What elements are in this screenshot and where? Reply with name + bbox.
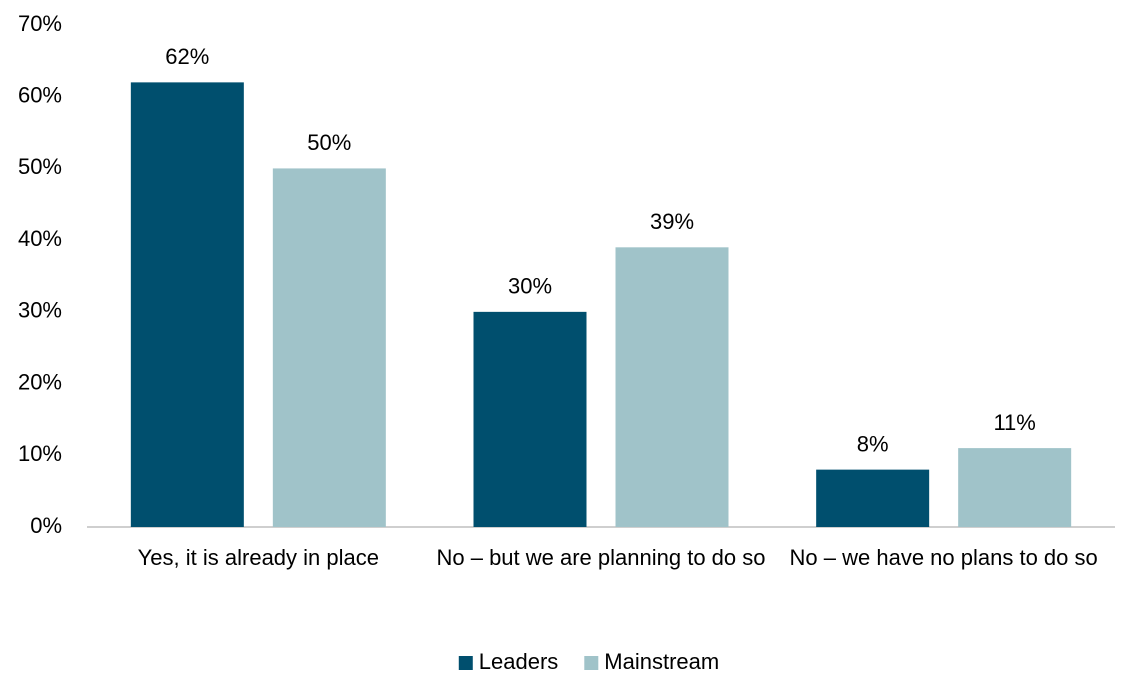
data-label: 11% — [993, 410, 1035, 435]
legend-label: Leaders — [479, 649, 559, 674]
bar — [272, 168, 386, 527]
bar — [473, 311, 587, 527]
bar — [130, 82, 244, 527]
y-tick-label: 20% — [18, 369, 62, 394]
data-label: 39% — [650, 209, 694, 234]
data-label: 62% — [165, 44, 209, 69]
y-tick-label: 50% — [18, 154, 62, 179]
x-tick-label: No – but we are planning to do so — [436, 545, 765, 570]
y-tick-label: 30% — [18, 298, 62, 323]
x-tick-label: Yes, it is already in place — [138, 545, 379, 570]
legend-swatch — [584, 656, 599, 670]
bar — [816, 469, 930, 527]
legend-swatch — [458, 656, 473, 670]
data-label: 30% — [508, 274, 552, 299]
y-tick-label: 0% — [30, 513, 62, 538]
y-tick-label: 60% — [18, 83, 62, 108]
data-label: 8% — [857, 431, 889, 456]
y-tick-label: 40% — [18, 226, 62, 251]
y-tick-label: 70% — [18, 11, 62, 36]
y-tick-label: 10% — [18, 441, 62, 466]
x-tick-label: No – we have no plans to do so — [790, 545, 1098, 570]
legend-label: Mainstream — [604, 649, 719, 674]
legend: Leaders Mainstream — [458, 649, 719, 674]
bar — [615, 247, 729, 528]
bar — [958, 448, 1072, 527]
data-label: 50% — [307, 130, 351, 155]
